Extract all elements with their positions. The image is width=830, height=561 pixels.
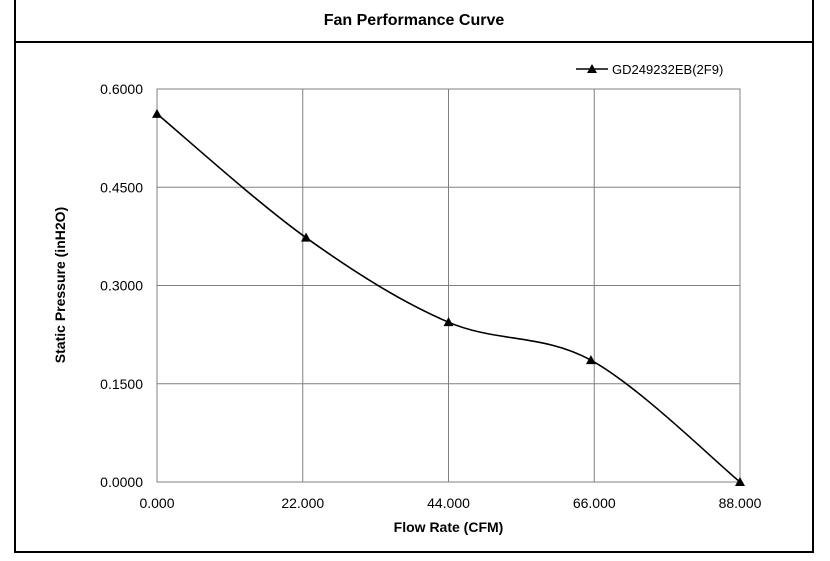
grid bbox=[157, 89, 740, 482]
chart-frame: Fan Performance Curve bbox=[14, 0, 814, 553]
legend: GD249232EB(2F9) bbox=[576, 62, 723, 77]
y-tick-label: 0.6000 bbox=[100, 81, 143, 97]
y-tick-label: 0.4500 bbox=[100, 179, 143, 195]
series-group bbox=[152, 108, 745, 486]
data-point-marker bbox=[443, 317, 454, 327]
y-tick-label: 0.0000 bbox=[100, 474, 143, 490]
chart-title: Fan Performance Curve bbox=[16, 0, 812, 43]
x-tick-label: 22.000 bbox=[281, 495, 324, 511]
x-tick-label: 66.000 bbox=[573, 495, 616, 511]
x-axis-ticks: 0.000 22.000 44.000 66.000 88.000 bbox=[139, 495, 761, 511]
legend-marker bbox=[587, 64, 597, 73]
y-axis-label: Static Pressure (inH2O) bbox=[52, 207, 68, 363]
plot-area-border bbox=[156, 88, 741, 483]
data-point-marker bbox=[301, 232, 312, 242]
y-tick-label: 0.1500 bbox=[100, 376, 143, 392]
data-point-marker bbox=[585, 355, 596, 365]
x-axis-label: Flow Rate (CFM) bbox=[394, 519, 504, 535]
x-tick-label: 0.000 bbox=[139, 495, 174, 511]
data-point-marker bbox=[735, 477, 745, 486]
x-tick-label: 88.000 bbox=[719, 495, 762, 511]
data-point-marker bbox=[152, 108, 162, 118]
y-axis-ticks: 0.0000 0.1500 0.3000 0.4500 0.6000 bbox=[100, 81, 143, 490]
x-tick-label: 44.000 bbox=[427, 495, 470, 511]
legend-label: GD249232EB(2F9) bbox=[612, 62, 723, 77]
y-tick-label: 0.3000 bbox=[100, 278, 143, 294]
